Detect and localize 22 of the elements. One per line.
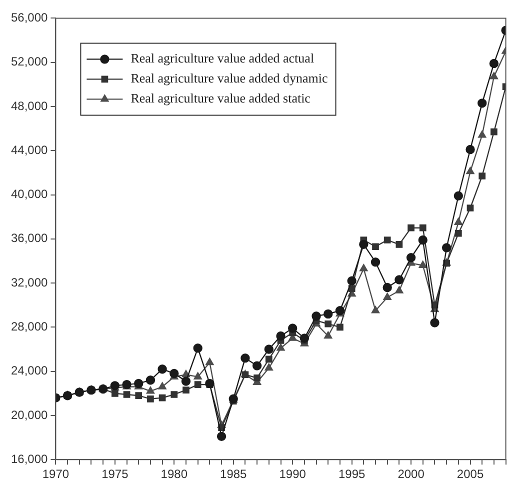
y-tick-label: 24,000 bbox=[11, 364, 48, 378]
x-tick-label: 1975 bbox=[102, 467, 129, 482]
legend-label: Real agriculture value added actual bbox=[130, 50, 314, 66]
x-tick-label: 1995 bbox=[338, 467, 366, 482]
y-tick-label: 40,000 bbox=[11, 187, 48, 202]
legend-label: Real agriculture value added static bbox=[130, 90, 311, 106]
y-tick-label: 52,000 bbox=[11, 54, 48, 69]
x-tick-label: 1970 bbox=[42, 467, 70, 482]
x-tick-label: 1980 bbox=[160, 467, 188, 482]
y-tick-label: 48,000 bbox=[11, 98, 48, 113]
y-tick-label: 56,000 bbox=[11, 10, 48, 25]
x-tick-label: 2000 bbox=[398, 467, 425, 482]
x-tick-label: 1990 bbox=[279, 467, 306, 482]
y-tick-label: 16,000 bbox=[11, 452, 48, 466]
x-tick-label: 1985 bbox=[220, 467, 248, 482]
x-tick-label: 2005 bbox=[456, 467, 484, 482]
y-tick-label: 20,000 bbox=[11, 408, 48, 422]
legend-label: Real agriculture value added dynamic bbox=[130, 70, 328, 86]
y-tick-label: 36,000 bbox=[11, 231, 48, 246]
y-tick-label: 28,000 bbox=[11, 319, 48, 334]
y-tick-label: 32,000 bbox=[11, 275, 48, 290]
y-tick-label: 44,000 bbox=[11, 142, 48, 157]
